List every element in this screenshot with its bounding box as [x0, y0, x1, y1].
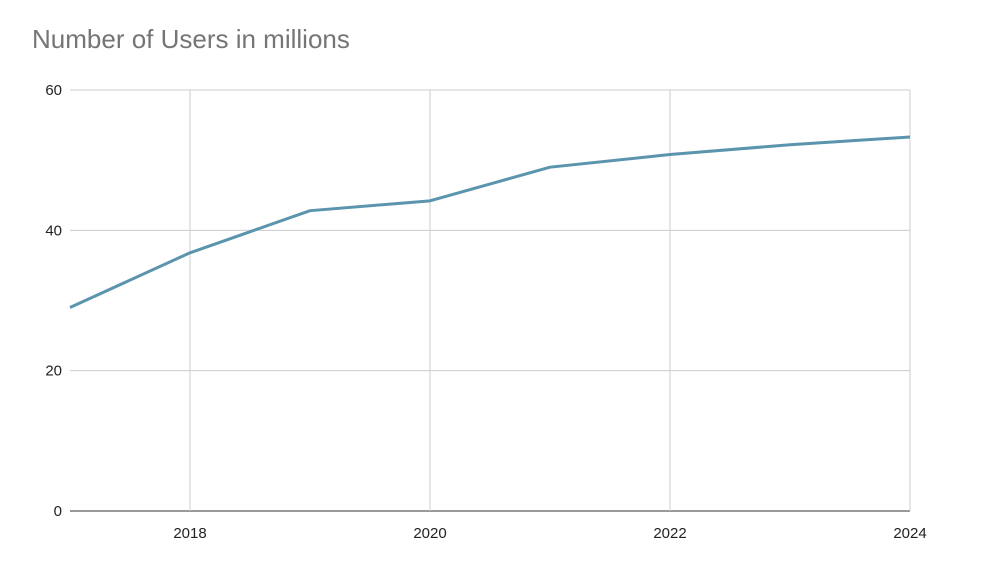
series-line: [69, 135, 911, 309]
chart-title: Number of Users in millions: [32, 24, 350, 54]
y-tick-label: 0: [54, 503, 62, 520]
x-tick-label: 2022: [653, 525, 686, 542]
y-tick-label: 60: [45, 82, 62, 99]
x-tick-label: 2018: [173, 525, 206, 542]
y-tick-label: 20: [45, 363, 62, 380]
y-tick-label: 40: [45, 222, 62, 239]
x-tick-label: 2020: [413, 525, 446, 542]
x-tick-label: 2024: [893, 525, 926, 542]
